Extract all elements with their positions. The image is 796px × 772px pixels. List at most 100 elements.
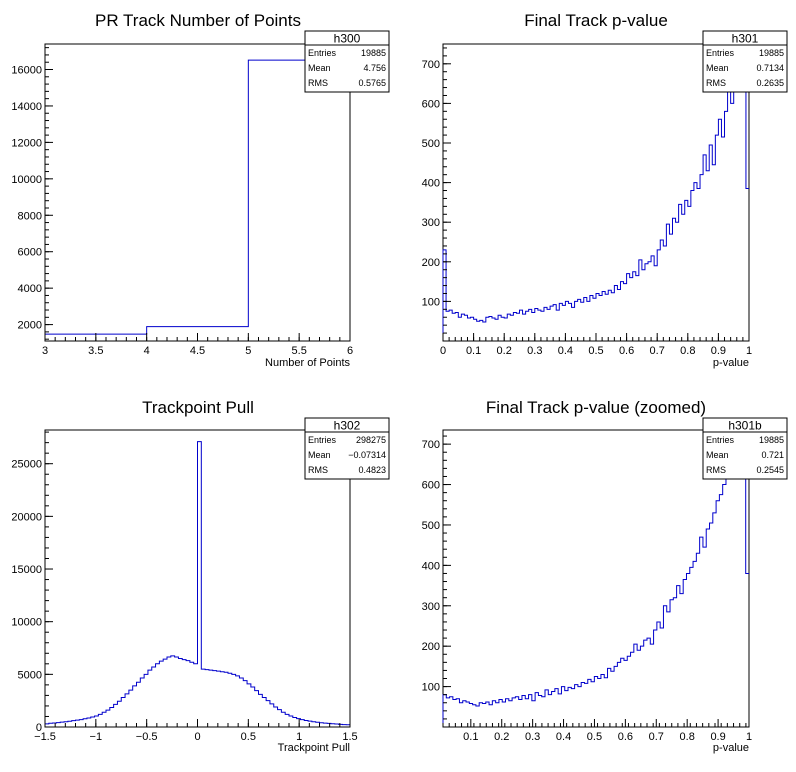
x-tick-label: 4.5 bbox=[190, 345, 205, 357]
x-axis-label: Number of Points bbox=[265, 357, 350, 369]
chart-title: Final Track p-value (zoomed) bbox=[486, 398, 706, 417]
stats-row-label: RMS bbox=[308, 78, 328, 88]
stats-row-label: RMS bbox=[706, 465, 726, 475]
stats-box: h301 Entries 19885 Mean 0.7134 RMS 0.2635 bbox=[702, 30, 788, 93]
stats-row-value: 4.756 bbox=[363, 63, 386, 73]
stats-row-label: Entries bbox=[706, 48, 735, 58]
stats-box: h301b Entries 19885 Mean 0.721 RMS 0.2545 bbox=[702, 417, 788, 480]
stats-histogram-name: h301 bbox=[732, 32, 759, 46]
y-tick-label: 12000 bbox=[11, 137, 42, 149]
chart-title: Final Track p-value bbox=[524, 11, 668, 30]
x-tick-label: 5 bbox=[245, 345, 251, 357]
y-tick-label: 6000 bbox=[18, 247, 42, 259]
panel-h301: Final Track p-value 0 0.1 0.2 0.3 0.4 0.5 0.6 0… bbox=[422, 11, 788, 369]
stats-row-label: Mean bbox=[706, 63, 729, 73]
x-tick-label: −0.5 bbox=[136, 731, 158, 743]
x-axis-ticks: 0 0.1 0.2 0.3 0.4 0.5 0.6 0.7 0.8 0.9 1 bbox=[440, 333, 752, 357]
y-tick-label: 14000 bbox=[11, 101, 42, 113]
stats-row-label: RMS bbox=[308, 465, 328, 475]
stats-row-value: 19885 bbox=[361, 48, 386, 58]
y-tick-label: 500 bbox=[422, 520, 440, 532]
stats-row-label: Mean bbox=[308, 63, 331, 73]
stats-row-value: 0.721 bbox=[761, 450, 784, 460]
x-tick-label: −1.5 bbox=[34, 731, 56, 743]
x-axis-ticks: −1.5 −1 −0.5 0 0.5 1 1.5 bbox=[34, 719, 358, 743]
panel-h301b: Final Track p-value (zoomed) 0.1 0.2 0.3 0.… bbox=[422, 398, 788, 754]
y-tick-label: 300 bbox=[422, 217, 440, 229]
y-tick-label: 100 bbox=[422, 296, 440, 308]
y-tick-label: 10000 bbox=[11, 174, 42, 186]
y-axis-ticks: 0 5000 10000 15000 20000 25000 bbox=[11, 431, 53, 734]
stats-row-label: Mean bbox=[706, 450, 729, 460]
x-tick-label: 0.8 bbox=[680, 345, 695, 357]
histogram-line bbox=[442, 43, 749, 341]
y-axis-ticks: 100 200 300 400 500 600 700 bbox=[422, 47, 451, 342]
y-tick-label: 5000 bbox=[18, 669, 42, 681]
x-tick-label: 0.6 bbox=[618, 731, 633, 743]
y-tick-label: 0 bbox=[36, 722, 42, 734]
histogram-line bbox=[44, 441, 350, 727]
y-tick-label: 10000 bbox=[11, 617, 42, 629]
stats-row-value: 0.7134 bbox=[756, 63, 784, 73]
x-tick-label: 0.4 bbox=[556, 731, 571, 743]
x-tick-label: 0.3 bbox=[525, 731, 540, 743]
stats-row-label: Mean bbox=[308, 450, 331, 460]
x-axis-label: Trackpoint Pull bbox=[278, 742, 350, 754]
stats-row-value: 298275 bbox=[356, 435, 386, 445]
x-tick-label: 0.1 bbox=[466, 345, 481, 357]
stats-row-label: RMS bbox=[706, 78, 726, 88]
y-tick-label: 700 bbox=[422, 439, 440, 451]
plot-frame bbox=[442, 429, 750, 728]
x-axis-label: p-value bbox=[713, 742, 749, 754]
stats-row-value: 0.2545 bbox=[756, 465, 784, 475]
stats-box-frame bbox=[702, 30, 788, 93]
x-tick-label: 1 bbox=[746, 345, 752, 357]
y-tick-label: 25000 bbox=[11, 459, 42, 471]
x-tick-label: 0.8 bbox=[680, 731, 695, 743]
y-tick-label: 400 bbox=[422, 178, 440, 190]
y-tick-label: 200 bbox=[422, 641, 440, 653]
stats-histogram-name: h302 bbox=[334, 419, 361, 433]
stats-row-value: 0.5765 bbox=[358, 78, 386, 88]
x-tick-label: 0.1 bbox=[463, 731, 478, 743]
y-tick-label: 16000 bbox=[11, 65, 42, 77]
x-tick-label: 1.5 bbox=[342, 731, 357, 743]
stats-histogram-name: h300 bbox=[334, 32, 361, 46]
y-tick-label: 300 bbox=[422, 601, 440, 613]
x-tick-label: 0.6 bbox=[619, 345, 634, 357]
stats-histogram-name: h301b bbox=[728, 419, 762, 433]
y-tick-label: 400 bbox=[422, 560, 440, 572]
x-tick-label: 0 bbox=[194, 731, 200, 743]
chart-title: Trackpoint Pull bbox=[142, 398, 254, 417]
y-tick-label: 15000 bbox=[11, 564, 42, 576]
stats-row-label: Entries bbox=[308, 435, 337, 445]
y-axis-ticks: 2000 4000 6000 8000 10000 12000 14000 16000 bbox=[11, 47, 53, 340]
x-tick-label: 0.4 bbox=[558, 345, 573, 357]
x-tick-label: 1 bbox=[746, 731, 752, 743]
x-tick-label: 0.7 bbox=[649, 731, 664, 743]
x-tick-label: 0.5 bbox=[588, 345, 603, 357]
x-tick-label: 0.2 bbox=[497, 345, 512, 357]
y-tick-label: 600 bbox=[422, 480, 440, 492]
stats-box: h302 Entries 298275 Mean −0.07314 RMS 0.4823 bbox=[304, 417, 390, 480]
stats-box-frame bbox=[304, 417, 390, 480]
x-tick-label: 0.2 bbox=[494, 731, 509, 743]
x-axis-ticks: 3 3.5 4 4.5 5 5.5 6 bbox=[42, 333, 353, 357]
x-tick-label: 0.7 bbox=[650, 345, 665, 357]
y-axis-ticks: 100 200 300 400 500 600 700 bbox=[422, 435, 451, 728]
x-tick-label: 0.9 bbox=[710, 731, 725, 743]
stats-row-value: 0.4823 bbox=[358, 465, 386, 475]
panel-h300: PR Track Number of Points 3 3.5 4 4.5 5 5.5 6 … bbox=[11, 11, 390, 369]
x-tick-label: 4 bbox=[144, 345, 150, 357]
y-tick-label: 600 bbox=[422, 98, 440, 110]
stats-box-frame bbox=[702, 417, 788, 480]
x-axis-ticks: 0.1 0.2 0.3 0.4 0.5 0.6 0.7 0.8 0.9 1 bbox=[442, 719, 752, 743]
x-tick-label: 0.5 bbox=[587, 731, 602, 743]
stats-row-value: 19885 bbox=[759, 435, 784, 445]
y-tick-label: 500 bbox=[422, 138, 440, 150]
x-tick-label: 6 bbox=[347, 345, 353, 357]
y-tick-label: 20000 bbox=[11, 511, 42, 523]
x-tick-label: 5.5 bbox=[292, 345, 307, 357]
